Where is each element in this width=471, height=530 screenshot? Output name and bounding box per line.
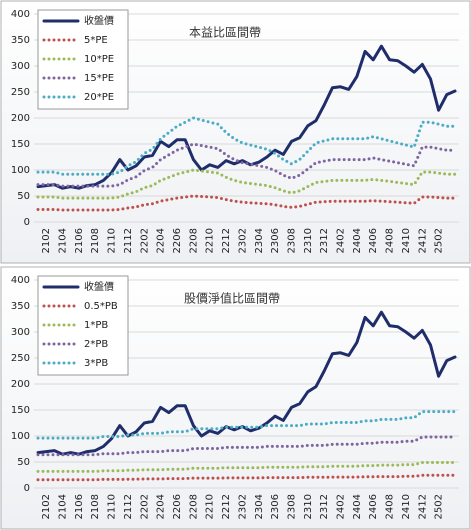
x-tick-label: 2304 <box>254 228 265 253</box>
legend-label: 收盤價 <box>84 280 114 293</box>
y-tick-label: 350 <box>11 35 30 46</box>
chart-title: 本益比區間帶 <box>189 26 261 40</box>
x-tick-label: 2312 <box>319 494 330 519</box>
y-tick-label: 350 <box>11 301 30 312</box>
chart-title: 股價淨值比區間帶 <box>184 291 280 306</box>
x-tick-label: 2210 <box>205 228 216 253</box>
legend-label: 5*PE <box>84 35 108 46</box>
y-tick-label: 400 <box>11 275 30 286</box>
x-tick-label: 2108 <box>90 494 101 519</box>
series-line <box>36 435 457 457</box>
x-tick-label: 2110 <box>107 494 118 519</box>
x-tick-label: 2402 <box>336 228 347 253</box>
y-tick-label: 250 <box>11 353 30 364</box>
x-tick-label: 2206 <box>172 494 183 519</box>
x-tick-label: 2102 <box>41 228 52 253</box>
x-tick-label: 2210 <box>205 494 216 519</box>
legend-label: 1*PB <box>84 320 108 331</box>
x-tick-label: 2208 <box>188 228 199 253</box>
series-line <box>36 410 457 440</box>
legend-box <box>37 275 129 376</box>
y-tick-label: 0 <box>24 483 30 494</box>
x-tick-label: 2112 <box>123 228 134 253</box>
legend-label: 20*PE <box>84 92 114 103</box>
x-tick-label: 2304 <box>254 494 265 519</box>
x-tick-label: 2212 <box>221 228 232 253</box>
x-tick-label: 2412 <box>417 494 428 519</box>
y-tick-label: 150 <box>11 405 30 416</box>
x-tick-label: 2402 <box>336 494 347 519</box>
x-tick-label: 2308 <box>286 228 297 253</box>
y-tick-label: 200 <box>11 379 30 390</box>
x-tick-label: 2102 <box>41 494 52 519</box>
legend-label: 15*PE <box>84 73 114 84</box>
x-tick-label: 2302 <box>237 494 248 519</box>
series-line <box>36 310 457 456</box>
y-tick-label: 400 <box>11 9 30 20</box>
x-tick-label: 2112 <box>123 494 134 519</box>
x-tick-label: 2206 <box>172 228 183 253</box>
x-tick-label: 2310 <box>303 228 314 253</box>
series-line <box>36 473 457 482</box>
x-tick-label: 2502 <box>434 228 445 253</box>
y-tick-label: 300 <box>11 327 30 338</box>
x-tick-label: 2404 <box>352 228 363 253</box>
series-line <box>36 116 457 176</box>
legend-box <box>37 9 129 110</box>
x-tick-label: 2202 <box>139 494 150 519</box>
x-tick-label: 2410 <box>401 494 412 519</box>
y-tick-label: 50 <box>17 191 30 202</box>
x-tick-label: 2406 <box>368 228 379 253</box>
x-tick-label: 2204 <box>156 228 167 253</box>
x-tick-label: 2408 <box>385 228 396 253</box>
series-line <box>36 168 457 200</box>
series-line <box>36 194 457 212</box>
y-tick-label: 50 <box>17 457 30 468</box>
legend-label: 10*PE <box>84 54 114 65</box>
x-tick-label: 2410 <box>401 228 412 253</box>
series-line <box>36 461 457 473</box>
x-tick-label: 2502 <box>434 494 445 519</box>
legend-label: 0.5*PB <box>84 301 118 312</box>
series-line <box>36 142 457 188</box>
x-tick-label: 2406 <box>368 494 379 519</box>
x-tick-label: 2310 <box>303 494 314 519</box>
y-tick-label: 200 <box>11 113 30 124</box>
y-tick-label: 100 <box>11 431 30 442</box>
y-tick-label: 150 <box>11 139 30 150</box>
x-tick-label: 2204 <box>156 494 167 519</box>
legend-label: 3*PB <box>84 358 108 369</box>
x-tick-label: 2312 <box>319 228 330 253</box>
x-tick-label: 2308 <box>286 494 297 519</box>
x-tick-label: 2306 <box>270 494 281 519</box>
legend-label: 2*PB <box>84 339 108 350</box>
x-tick-label: 2106 <box>74 228 85 253</box>
x-tick-label: 2104 <box>58 494 69 519</box>
y-tick-label: 100 <box>11 165 30 176</box>
x-tick-label: 2104 <box>58 228 69 253</box>
x-tick-label: 2110 <box>107 228 118 253</box>
x-tick-label: 2302 <box>237 228 248 253</box>
x-tick-label: 2208 <box>188 494 199 519</box>
x-tick-label: 2202 <box>139 228 150 253</box>
y-tick-label: 300 <box>11 61 30 72</box>
x-tick-label: 2106 <box>74 494 85 519</box>
x-tick-label: 2404 <box>352 494 363 519</box>
x-tick-label: 2412 <box>417 228 428 253</box>
y-tick-label: 250 <box>11 87 30 98</box>
x-tick-label: 2212 <box>221 494 232 519</box>
x-tick-label: 2408 <box>385 494 396 519</box>
x-tick-label: 2306 <box>270 228 281 253</box>
legend-label: 收盤價 <box>84 14 114 27</box>
x-tick-label: 2108 <box>90 228 101 253</box>
y-tick-label: 0 <box>24 217 30 228</box>
